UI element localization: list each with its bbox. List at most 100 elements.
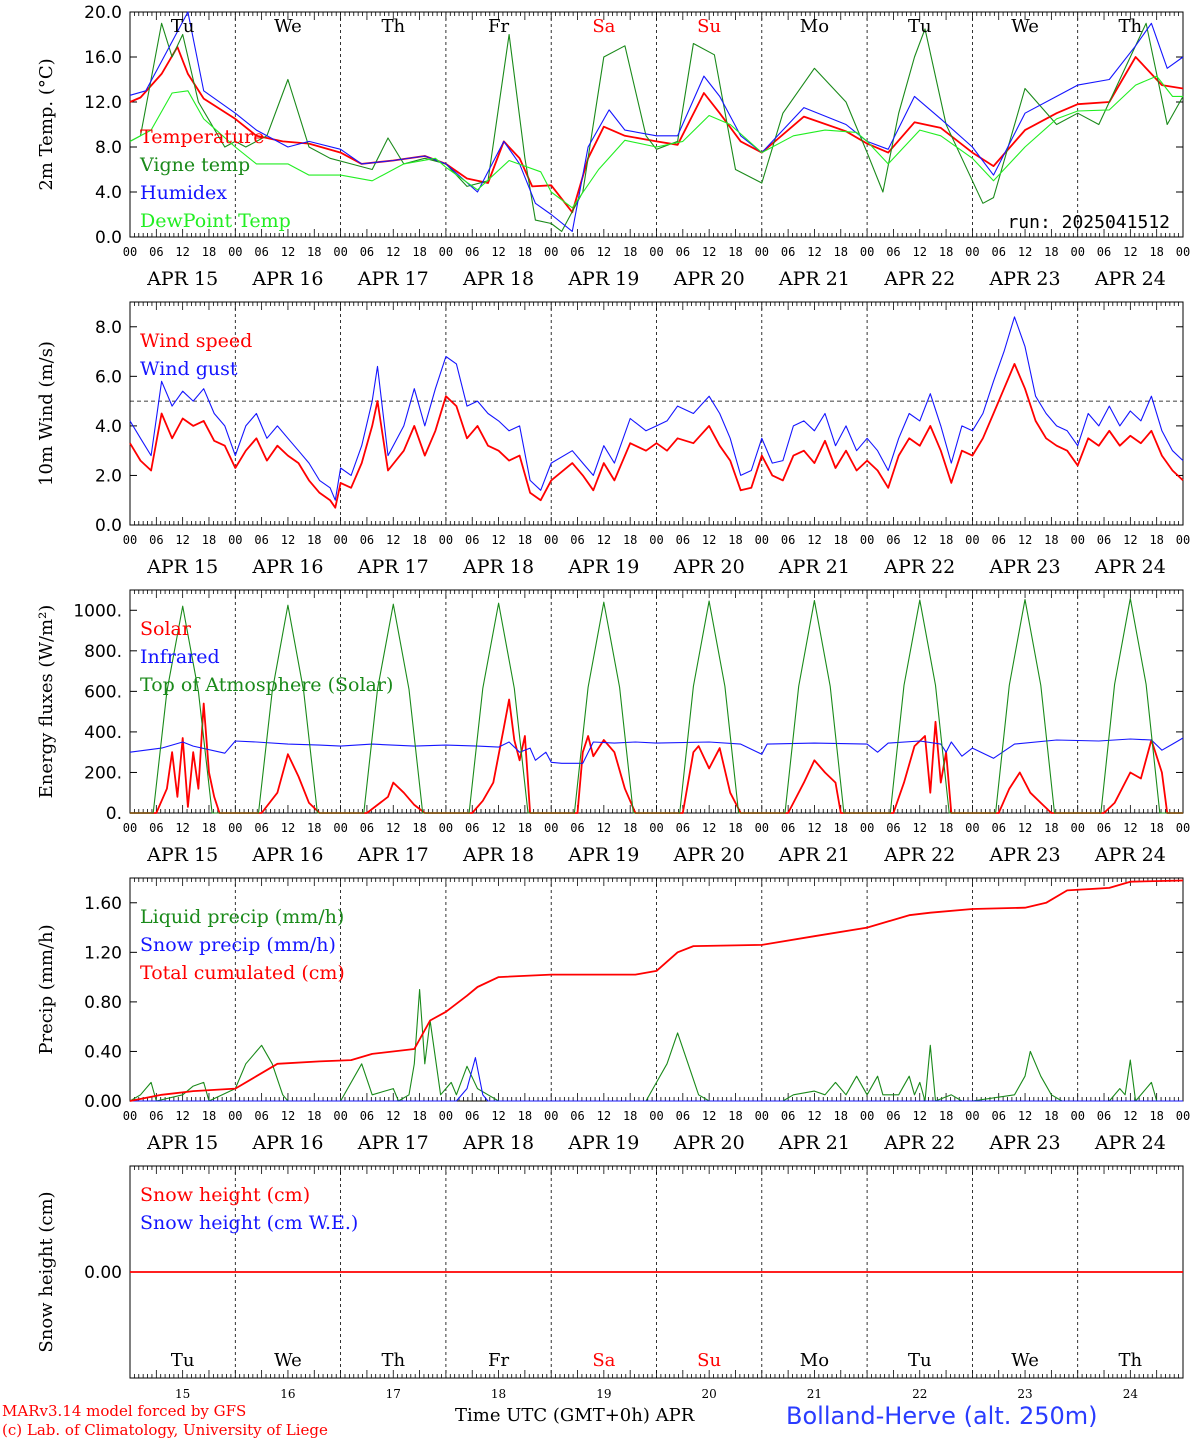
hour-tick-label: 12 [175, 1109, 189, 1123]
hour-tick-label: 00 [228, 245, 242, 259]
weekday-label: Tu [171, 1350, 195, 1371]
hour-tick-label: 12 [807, 533, 821, 547]
day-number-label: 21 [807, 1387, 822, 1401]
date-label: APR 24 [1094, 268, 1166, 290]
hour-tick-label: 18 [939, 533, 953, 547]
date-label: APR 18 [462, 268, 534, 290]
y-axis-title: Snow height (cm) [36, 1191, 57, 1352]
date-label: APR 17 [357, 268, 429, 290]
hour-tick-label: 00 [649, 1109, 663, 1123]
hour-tick-label: 06 [781, 1109, 795, 1123]
hour-tick-label: 18 [307, 1109, 321, 1123]
hour-tick-label: 00 [123, 533, 137, 547]
plot-frame [129, 11, 1184, 238]
hour-tick-label: 06 [254, 245, 268, 259]
weekday-label: We [274, 1350, 302, 1371]
legend-entry: Total cumulated (cm) [140, 962, 345, 984]
series-line [129, 316, 1184, 501]
hour-tick-label: 00 [439, 821, 453, 835]
date-label: APR 18 [462, 844, 534, 866]
hour-tick-label: 06 [991, 533, 1005, 547]
date-label: APR 22 [883, 844, 955, 866]
legend-entry: Vigne temp [139, 154, 250, 176]
series-line [129, 879, 1184, 1102]
hour-tick-label: 18 [728, 1109, 742, 1123]
hour-tick-label: 12 [491, 1109, 505, 1123]
run-label: run: 2025041512 [1007, 212, 1170, 233]
date-label: APR 23 [989, 844, 1061, 866]
hour-tick-label: 06 [676, 1109, 690, 1123]
date-label: APR 21 [778, 556, 850, 578]
hour-tick-label: 06 [465, 821, 479, 835]
plot-frame [129, 301, 1184, 526]
day-number-label: 22 [912, 1387, 927, 1401]
hour-tick-label: 12 [702, 245, 716, 259]
hour-tick-label: 00 [439, 1109, 453, 1123]
y-tick-label: 1000. [73, 601, 122, 621]
hour-tick-label: 18 [307, 533, 321, 547]
hour-tick-label: 00 [544, 1109, 558, 1123]
date-label: APR 15 [146, 556, 218, 578]
hour-tick-label: 00 [649, 533, 663, 547]
hour-tick-label: 12 [597, 1109, 611, 1123]
hour-tick-label: 12 [1123, 245, 1137, 259]
y-tick-label: 20.0 [84, 3, 122, 23]
date-label: APR 20 [673, 268, 745, 290]
hour-tick-label: 12 [175, 245, 189, 259]
date-label: APR 24 [1094, 844, 1166, 866]
date-label: APR 20 [673, 844, 745, 866]
hour-tick-label: 18 [728, 533, 742, 547]
series-line [130, 597, 1183, 814]
y-tick-label: 1.20 [84, 943, 122, 963]
hour-tick-label: 18 [1149, 533, 1163, 547]
hour-tick-label: 12 [281, 1109, 295, 1123]
hour-tick-label: 12 [1018, 821, 1032, 835]
date-label: APR 23 [989, 556, 1061, 578]
hour-tick-label: 12 [597, 821, 611, 835]
hour-tick-label: 12 [913, 1109, 927, 1123]
hour-tick-label: 06 [570, 533, 584, 547]
hour-tick-label: 12 [597, 533, 611, 547]
hour-tick-label: 18 [412, 533, 426, 547]
hour-tick-label: 06 [570, 245, 584, 259]
series-line [129, 22, 1184, 232]
hour-tick-label: 12 [175, 821, 189, 835]
day-number-label: 18 [491, 1387, 506, 1401]
hour-tick-label: 12 [175, 533, 189, 547]
hour-tick-label: 06 [465, 533, 479, 547]
hour-tick-label: 06 [886, 1109, 900, 1123]
hour-tick-label: 00 [860, 245, 874, 259]
day-number-label: 17 [386, 1387, 401, 1401]
hour-tick-label: 18 [412, 245, 426, 259]
hour-tick-label: 12 [491, 821, 505, 835]
hour-tick-label: 00 [965, 1109, 979, 1123]
date-label: APR 23 [989, 268, 1061, 290]
legend-entry: Humidex [140, 182, 227, 204]
series-line [129, 11, 1184, 232]
weekday-label: Tu [171, 16, 195, 37]
hour-tick-label: 00 [123, 821, 137, 835]
hour-tick-label: 18 [1149, 245, 1163, 259]
date-label: APR 20 [673, 1132, 745, 1154]
y-tick-label: 1.60 [84, 894, 122, 914]
weekday-label: Su [697, 16, 721, 37]
hour-tick-label: 00 [649, 821, 663, 835]
hour-tick-label: 00 [439, 245, 453, 259]
hour-tick-label: 00 [1070, 245, 1084, 259]
date-label: APR 16 [251, 844, 323, 866]
hour-tick-label: 18 [834, 245, 848, 259]
date-label: APR 16 [251, 268, 323, 290]
y-tick-label: 12.0 [84, 93, 122, 113]
weekday-label: Th [381, 16, 405, 37]
hour-tick-label: 06 [254, 533, 268, 547]
legend-entry: Snow height (cm) [140, 1184, 310, 1206]
date-label: APR 15 [146, 268, 218, 290]
hour-tick-label: 12 [1018, 533, 1032, 547]
day-number-label: 15 [175, 1387, 190, 1401]
y-tick-label: 400. [84, 723, 122, 743]
y-tick-label: 16.0 [84, 48, 122, 68]
weekday-label: Fr [488, 1350, 509, 1371]
hour-tick-label: 12 [807, 821, 821, 835]
hour-tick-label: 00 [755, 245, 769, 259]
